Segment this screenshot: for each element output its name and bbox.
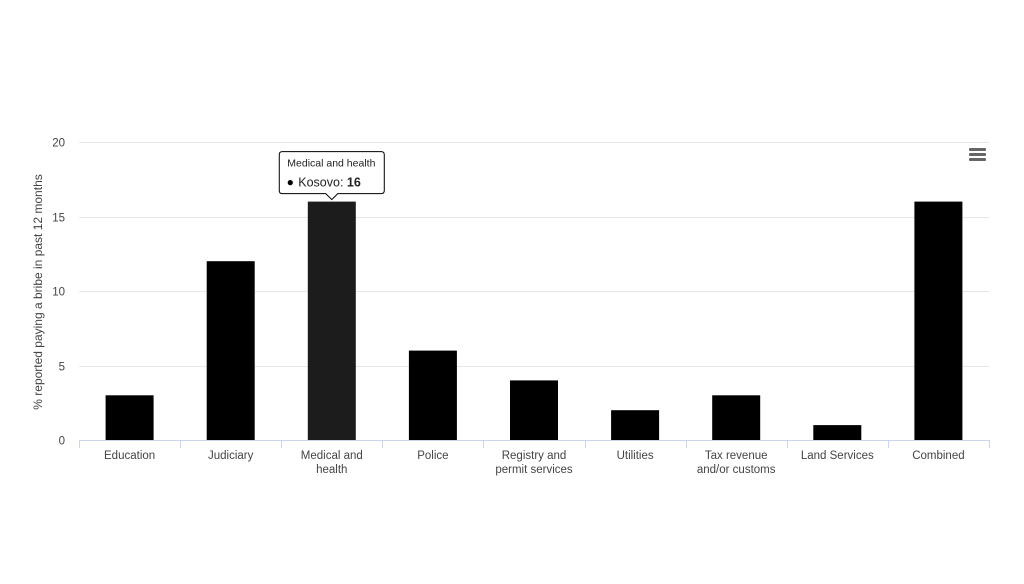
bar[interactable] bbox=[712, 395, 761, 440]
tooltip-series-name: Kosovo bbox=[298, 176, 340, 190]
bar[interactable] bbox=[611, 410, 660, 440]
x-tick-label: Combined bbox=[912, 450, 964, 462]
y-tick-label: 15 bbox=[52, 213, 65, 225]
y-tick-label: 0 bbox=[59, 436, 65, 448]
x-tick-label: Registry and bbox=[502, 450, 567, 462]
bar[interactable] bbox=[914, 201, 963, 440]
bars bbox=[105, 201, 963, 440]
bar[interactable] bbox=[307, 201, 356, 440]
tooltip-series-marker bbox=[287, 180, 293, 186]
x-tick-label: health bbox=[316, 464, 347, 476]
y-axis-title: % reported paying a bribe in past 12 mon… bbox=[31, 174, 45, 409]
y-tick-label: 10 bbox=[52, 287, 65, 299]
tooltip: Medical and health Kosovo: 16 bbox=[278, 151, 385, 201]
x-axis bbox=[79, 440, 990, 448]
x-tick-label: and/or customs bbox=[697, 464, 776, 476]
x-tick-label: Judiciary bbox=[208, 450, 254, 462]
tooltip-box bbox=[278, 151, 385, 201]
x-tick-label: Tax revenue bbox=[705, 450, 768, 462]
tooltip-value-line: Kosovo: 16 bbox=[298, 176, 361, 190]
y-axis-ticks: 0 5 10 15 20 bbox=[52, 138, 65, 448]
y-tick-label: 5 bbox=[59, 362, 65, 374]
x-tick-label: permit services bbox=[495, 464, 573, 476]
bar[interactable] bbox=[206, 261, 255, 440]
x-axis-labels: Education Judiciary Medical and health Polic… bbox=[104, 450, 965, 476]
tooltip-separator: : bbox=[340, 176, 347, 190]
x-tick-label: Utilities bbox=[617, 450, 654, 462]
y-tick-label: 20 bbox=[52, 138, 65, 150]
tooltip-value: 16 bbox=[347, 176, 361, 190]
x-tick-label: Land Services bbox=[801, 450, 874, 462]
bar[interactable] bbox=[813, 425, 862, 440]
tooltip-category: Medical and health bbox=[287, 158, 375, 170]
x-tick-label: Education bbox=[104, 450, 155, 462]
menu-icon[interactable] bbox=[968, 145, 988, 165]
x-tick-label: Police bbox=[417, 450, 448, 462]
bar[interactable] bbox=[105, 395, 154, 440]
bar[interactable] bbox=[408, 350, 457, 440]
bar[interactable] bbox=[510, 380, 558, 440]
x-tick-label: Medical and bbox=[301, 450, 363, 462]
